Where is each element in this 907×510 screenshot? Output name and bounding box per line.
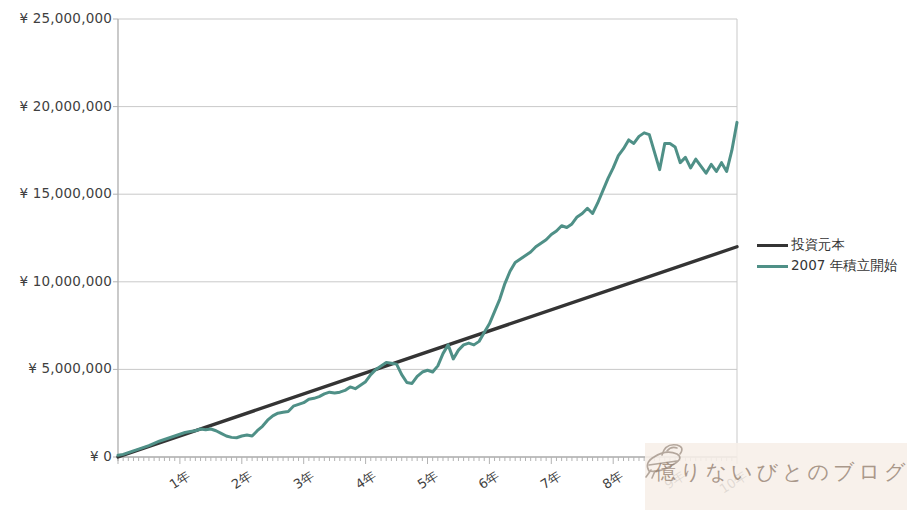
y-axis-tick-label: ¥ 5,000,000	[6, 360, 112, 376]
watermark: 億りないびとのブログ	[645, 443, 907, 510]
legend-label-2007-start: 2007 年積立開始	[791, 257, 897, 275]
series-line-0	[118, 247, 737, 457]
watermark-text: 億りないびとのブログ	[655, 458, 907, 486]
series-line-1	[118, 122, 737, 455]
chart: ¥ 0 ¥ 5,000,000 ¥ 10,000,000 ¥ 15,000,000 ¥ …	[0, 0, 907, 510]
legend-item-2007-start: 2007 年積立開始	[757, 257, 897, 275]
legend-label-principal: 投資元本	[791, 236, 845, 254]
y-axis-tick-label: ¥ 0	[6, 448, 112, 464]
legend-line-sample-principal	[757, 244, 788, 247]
y-axis-tick-label: ¥ 25,000,000	[6, 10, 112, 26]
legend-line-sample-2007-start	[757, 265, 788, 268]
legend: 投資元本 2007 年積立開始	[757, 236, 897, 275]
legend-item-principal: 投資元本	[757, 236, 897, 254]
y-axis-tick-label: ¥ 10,000,000	[6, 273, 112, 289]
y-axis-tick-label: ¥ 20,000,000	[6, 98, 112, 114]
y-axis-tick-label: ¥ 15,000,000	[6, 185, 112, 201]
